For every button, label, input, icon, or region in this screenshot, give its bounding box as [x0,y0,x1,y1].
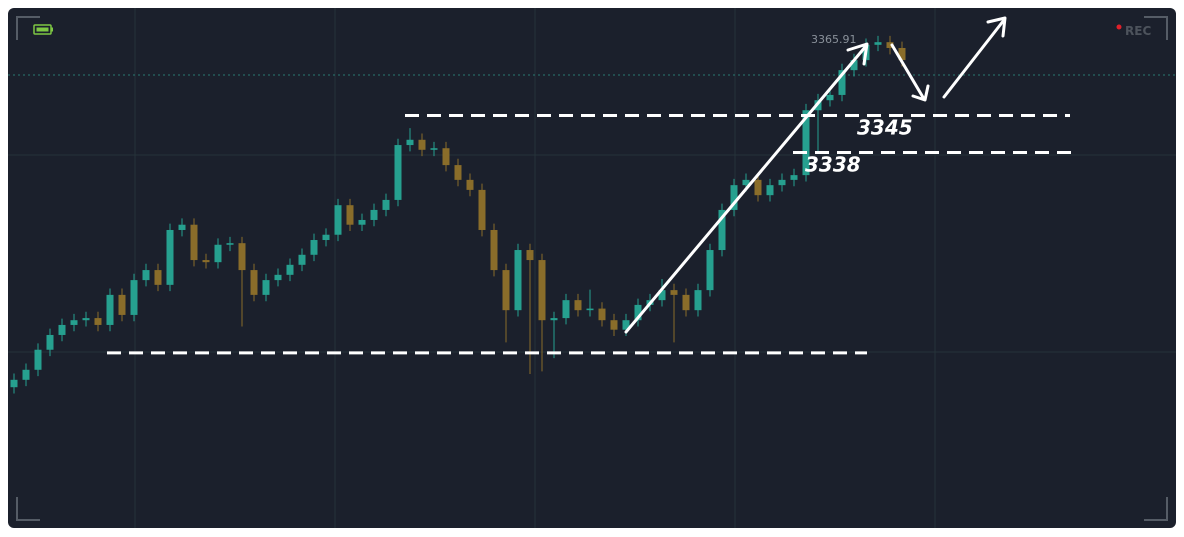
candle-body [226,243,234,245]
candle-body [742,179,750,186]
candle-body [190,224,198,261]
candle-body [838,70,846,95]
candle-body [106,294,114,325]
candle-body [826,94,834,101]
candle-body [214,244,222,263]
candle-body [430,148,438,150]
candle-body [154,270,162,285]
arrows [624,16,1007,334]
candle-body [250,270,258,295]
candle-body [322,234,330,241]
candle-body [694,290,702,311]
candle-body [886,42,894,48]
candle-body [598,308,606,321]
candle-body [298,254,306,265]
candle-body [670,290,678,295]
candle-body [874,42,882,45]
candle-body [766,185,774,196]
candle-body [310,240,318,255]
candle-body [34,349,42,370]
candle-body [334,205,342,235]
candle-body [94,318,102,325]
candle-body [610,320,618,330]
candle-body [526,250,534,261]
rec-dot [1116,24,1122,30]
candle-body [586,308,594,311]
candle-body [706,250,714,291]
candle-body [238,243,246,271]
level-label: 3345 [857,116,913,140]
candle-body [262,280,270,295]
candle-body [382,199,390,210]
candle-body [118,294,126,315]
candle-body [538,260,546,321]
high-label: 3365.91 [811,33,857,46]
arrow-up-2 [942,16,1007,99]
candle-body [658,290,666,301]
candle-body [898,47,906,61]
candle-body [562,300,570,319]
candle-body [682,294,690,311]
rec-label: REC [1125,24,1151,38]
candle-body [466,179,474,190]
candle-body [202,260,210,263]
candle-body [166,229,174,285]
arrow-down [890,43,930,102]
candle-body [850,60,858,71]
candle-body [22,369,30,380]
candle-body [754,179,762,196]
candle-body [370,209,378,220]
candle-body [394,145,402,200]
arrow-up [624,42,869,334]
candle-body [358,219,366,225]
battery-icon [33,24,53,35]
candle-body [46,334,54,350]
candle-body [802,110,810,176]
candle-body [502,270,510,311]
candle-body [514,250,522,311]
candle-body [454,165,462,180]
candle-body [490,229,498,271]
candle-body [70,320,78,325]
candle-body [178,224,186,230]
candle-body [574,300,582,311]
level-label: 3338 [805,152,861,176]
candle-body [418,139,426,150]
candle-body [142,270,150,281]
panel [8,8,1176,528]
levels: 3345 3338 [107,114,1073,355]
corner-brackets [16,16,1168,521]
candle-body [622,320,630,330]
candle-body [274,274,282,281]
candle-body [406,139,414,146]
candle-body [130,280,138,315]
candle-body [10,379,18,388]
candles [10,35,906,394]
candle-body [718,209,726,251]
candle-body [478,189,486,230]
candle-body [730,185,738,210]
candle-body [346,205,354,225]
candle-body [58,324,66,335]
candle-body [778,179,786,186]
candle-body [634,304,642,321]
candle-body [550,318,558,321]
candle-body [790,175,798,180]
candle-body [442,148,450,166]
candle-body [82,318,90,321]
candle-body [286,264,294,275]
